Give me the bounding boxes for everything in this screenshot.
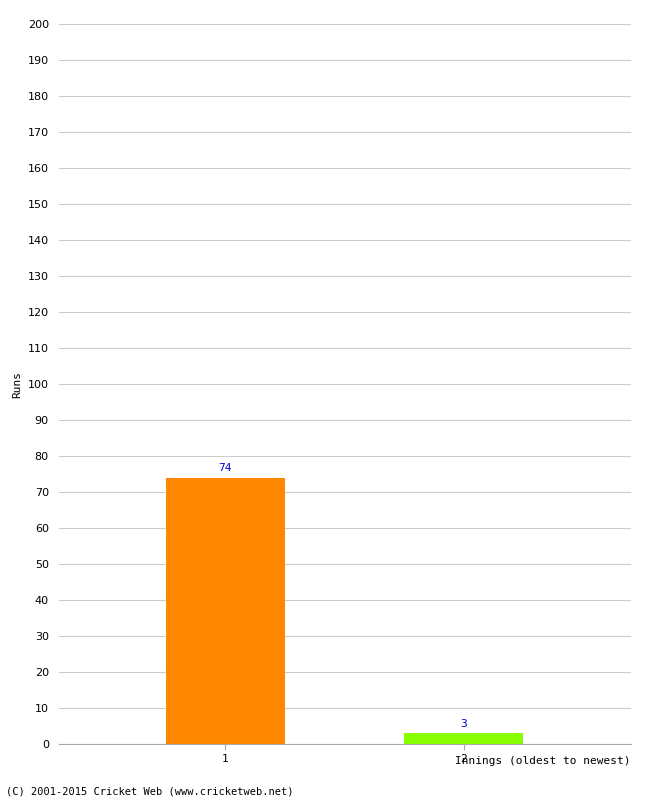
Text: 74: 74 <box>218 463 232 474</box>
Y-axis label: Runs: Runs <box>12 370 22 398</box>
Text: (C) 2001-2015 Cricket Web (www.cricketweb.net): (C) 2001-2015 Cricket Web (www.cricketwe… <box>6 786 294 796</box>
Bar <box>404 733 523 744</box>
Text: 3: 3 <box>460 719 467 729</box>
Text: Innings (oldest to newest): Innings (oldest to newest) <box>455 756 630 766</box>
Bar <box>166 478 285 744</box>
